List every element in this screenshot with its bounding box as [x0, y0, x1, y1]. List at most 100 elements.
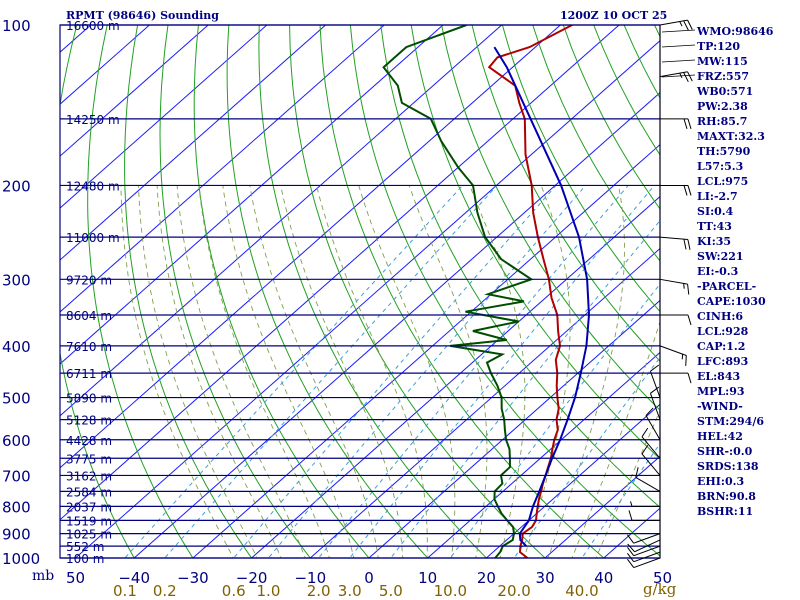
temperature-tick-label: 50 [66, 569, 85, 587]
pressure-tick-label: 1000 [2, 550, 40, 568]
mixing-ratio-label: 1.0 [257, 582, 281, 600]
temperature-tick-label: 20 [477, 569, 496, 587]
pressure-tick-label: 400 [2, 338, 31, 356]
wind-barb-half-flag [680, 22, 682, 27]
wind-barb-staff [642, 454, 660, 475]
index-item: TH:5790 [697, 144, 773, 159]
wind-barb-staff [660, 279, 688, 284]
index-item: BRN:90.8 [697, 489, 773, 504]
sounding-indices: WMO:98646 TP:120 MW:115 FRZ:557 WB0:571 PW:2.… [697, 24, 773, 519]
index-item: LCL:928 [697, 324, 773, 339]
wind-barb-flag [688, 373, 691, 383]
index-item: -PARCEL- [697, 279, 773, 294]
dry-adiabat [776, 25, 800, 569]
isotherm [0, 13, 280, 569]
isotherm [0, 13, 339, 569]
height-label: 2037 m [66, 500, 112, 514]
moist-adiabat [199, 185, 333, 569]
moist-adiabat [317, 185, 428, 569]
wind-barb-half-flag [684, 283, 685, 288]
pressure-tick-label: 100 [2, 17, 31, 35]
height-label: 5890 m [66, 392, 112, 406]
mixing-ratio-label: 20.0 [497, 582, 530, 600]
index-item: HEL:42 [697, 429, 773, 444]
skewt-canvas: 100200300400500600700800900100016600 m14… [0, 0, 800, 600]
pressure-tick-label: 300 [2, 271, 31, 289]
wind-barb-flag [627, 535, 633, 543]
height-label: 14250 m [66, 113, 120, 127]
wind-barb-flag [688, 119, 691, 129]
height-label: 1519 m [66, 514, 112, 528]
temperature-tick-label: 0 [364, 569, 374, 587]
wind-barb-flag [686, 355, 687, 365]
wind-barb-flag [688, 185, 691, 195]
wind-barb [660, 237, 690, 250]
height-label: 6711 m [66, 367, 112, 381]
mixing-ratio-line [224, 185, 556, 569]
wind-barb [660, 373, 691, 383]
index-item: FRZ:557 [697, 69, 773, 84]
index-item: SHR-:0.0 [697, 444, 773, 459]
index-item: MW:115 [697, 54, 773, 69]
index-item: LCL:975 [697, 174, 773, 189]
plot-area [0, 13, 800, 569]
index-item: MAXT:32.3 [697, 129, 773, 144]
wind-barb-flag [688, 72, 693, 81]
plot-frame [60, 25, 660, 558]
wind-barb-flag [684, 239, 686, 249]
index-item: STM:294/6 [697, 414, 773, 429]
moist-adiabat [281, 185, 404, 569]
height-label: 3775 m [66, 452, 112, 466]
height-label: 2584 m [66, 485, 112, 499]
temperature-tick-label: 30 [536, 569, 555, 587]
height-label: 12480 m [66, 179, 120, 193]
index-connector [662, 60, 695, 62]
wind-barb-flag [688, 315, 691, 325]
index-item: EHI:0.3 [697, 474, 773, 489]
index-item: SRDS:138 [697, 459, 773, 474]
wind-barb-staff [660, 237, 688, 239]
wind-barb-flag [684, 185, 687, 195]
wind-barb [660, 185, 691, 195]
index-item: MPL:93 [697, 384, 773, 399]
pressure-tick-label: 900 [2, 526, 31, 544]
mixing-ratio-label: 0.1 [113, 582, 137, 600]
mixing-ratio-label: 5.0 [379, 582, 403, 600]
pressure-tick-label: 600 [2, 432, 31, 450]
pressure-tick-label: 700 [2, 467, 31, 485]
pressure-tick-label: 800 [2, 498, 31, 516]
height-label: 100 m [66, 552, 104, 566]
wind-barb-staff [634, 558, 660, 568]
pressure-unit-label: mb [32, 568, 54, 584]
station-title: RPMT (98646) Sounding [66, 9, 219, 22]
mixing-ratio-label: 0.2 [153, 582, 177, 600]
index-item: LFC:893 [697, 354, 773, 369]
wind-barb-staff [650, 371, 660, 397]
moist-adiabat [521, 185, 571, 569]
height-label: 8604 m [66, 309, 112, 323]
wind-barb [660, 315, 691, 325]
pressure-tick-label: 500 [2, 390, 31, 408]
index-item: EL:843 [697, 369, 773, 384]
wind-barb-flag [688, 20, 693, 29]
wind-barb-flag [684, 21, 689, 30]
isotherm [121, 13, 750, 569]
index-item: LI:-2.7 [697, 189, 773, 204]
index-connector [662, 30, 695, 32]
index-item: CAPE:1030 [697, 294, 773, 309]
valid-time: 1200Z 10 OCT 25 [560, 9, 667, 22]
moist-adiabat [223, 185, 356, 569]
mixing-ratio-label: 40.0 [565, 582, 598, 600]
temperature-tick-label: −30 [177, 569, 209, 587]
moist-adiabat [139, 185, 263, 569]
height-label: 4428 m [66, 434, 112, 448]
wind-barb-half-flag [631, 501, 633, 506]
dry-adiabat [125, 25, 260, 569]
wind-barb [660, 279, 689, 294]
index-item: WMO:98646 [697, 24, 773, 39]
dry-adiabat [350, 25, 676, 569]
index-item: PW:2.38 [697, 99, 773, 114]
dry-adiabat [381, 25, 736, 569]
wind-barb [650, 387, 660, 420]
height-label: 3162 m [66, 469, 112, 483]
